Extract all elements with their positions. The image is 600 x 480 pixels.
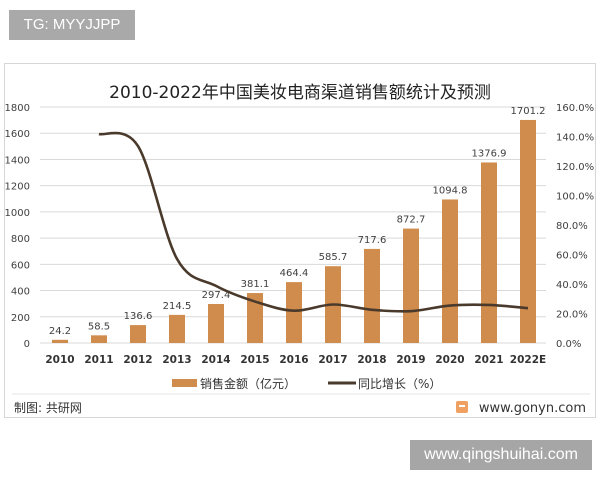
bar-value-label: 214.5 bbox=[163, 301, 192, 312]
bars bbox=[52, 119, 536, 343]
bar-value-label: 381.1 bbox=[241, 279, 270, 290]
y-right-tick-label: 80.0% bbox=[556, 221, 588, 232]
x-tick-label: 2019 bbox=[396, 354, 425, 366]
bar bbox=[247, 293, 263, 343]
bar bbox=[286, 282, 302, 343]
axes: 0 200 400 600 800 1000 1200 1400 1600 1800 0.0% 20.… bbox=[5, 103, 595, 366]
y-right-tick-label: 160.0% bbox=[556, 103, 594, 114]
x-tick-label: 2021 bbox=[474, 354, 503, 366]
legend-line-label: 同比增长（%） bbox=[358, 377, 441, 391]
x-tick-label: 2022E bbox=[510, 354, 546, 366]
x-tick-label: 2012 bbox=[123, 354, 152, 366]
bar bbox=[403, 228, 419, 343]
y-left-tick-label: 1200 bbox=[5, 182, 30, 193]
bar-value-label: 58.5 bbox=[88, 321, 110, 332]
bar-value-label: 464.4 bbox=[280, 268, 309, 279]
data-labels: 24.2 58.5 136.6 214.5 297.4 381.1 464.4 585.7 71… bbox=[49, 106, 546, 337]
bar bbox=[52, 339, 68, 343]
y-left-tick-label: 0 bbox=[24, 339, 30, 350]
x-tick-label: 2017 bbox=[318, 354, 347, 366]
footer-source: 制图: 共研网 bbox=[14, 401, 82, 415]
tag-label: TG: MYYJJPP bbox=[9, 10, 135, 40]
bar bbox=[520, 119, 536, 343]
y-left-tick-label: 600 bbox=[11, 260, 30, 271]
bar-value-label: 1701.2 bbox=[511, 106, 546, 117]
x-tick-label: 2016 bbox=[279, 354, 308, 366]
growth-line-path bbox=[98, 131, 529, 313]
y-left-tick-label: 400 bbox=[11, 287, 30, 298]
y-left-tick-label: 1400 bbox=[5, 155, 30, 166]
bar-value-label: 136.6 bbox=[124, 311, 153, 322]
bar bbox=[364, 248, 380, 343]
bar bbox=[169, 314, 185, 343]
y-left-tick-label: 1600 bbox=[5, 129, 30, 140]
y-left-tick-label: 800 bbox=[11, 234, 30, 245]
y-right-tick-label: 40.0% bbox=[556, 280, 588, 291]
gonyn-logo-icon bbox=[456, 401, 468, 413]
chart-panel bbox=[4, 63, 596, 418]
legend-bar-swatch bbox=[172, 379, 197, 387]
y-right-tick-label: 20.0% bbox=[556, 310, 588, 321]
y-right-tick-label: 120.0% bbox=[556, 162, 594, 173]
y-right-tick-label: 0.0% bbox=[556, 339, 581, 350]
x-tick-label: 2015 bbox=[240, 354, 269, 366]
growth-line bbox=[98, 131, 529, 313]
footer-site: www.gonyn.com bbox=[479, 401, 586, 416]
bar-value-label: 717.6 bbox=[358, 235, 387, 246]
bar bbox=[208, 304, 224, 343]
bar-value-label: 297.4 bbox=[202, 290, 231, 301]
legend-bar-label: 销售金额（亿元） bbox=[200, 376, 296, 391]
bar-value-label: 1094.8 bbox=[433, 185, 468, 196]
bar-value-label: 872.7 bbox=[397, 215, 426, 226]
legend: 销售金额（亿元） 同比增长（%） bbox=[172, 376, 441, 391]
x-tick-label: 2013 bbox=[162, 354, 191, 366]
bar bbox=[91, 335, 107, 343]
bar-value-label: 585.7 bbox=[319, 252, 348, 263]
bar-value-label: 24.2 bbox=[49, 326, 71, 337]
y-right-tick-label: 60.0% bbox=[556, 251, 588, 262]
y-right-tick-label: 100.0% bbox=[556, 192, 594, 203]
y-right-tick-label: 140.0% bbox=[556, 133, 594, 144]
y-left-tick-label: 1800 bbox=[5, 103, 30, 114]
x-tick-label: 2020 bbox=[435, 354, 464, 366]
chart-title: 2010-2022年中国美妆电商渠道销售额统计及预测 bbox=[109, 83, 491, 103]
y-left-tick-label: 200 bbox=[11, 313, 30, 324]
bar-value-label: 1376.9 bbox=[472, 148, 507, 159]
bar bbox=[442, 199, 458, 343]
watermark: www.qingshuihai.com bbox=[410, 440, 592, 470]
bar bbox=[481, 162, 497, 343]
x-tick-label: 2011 bbox=[84, 354, 113, 366]
x-tick-label: 2014 bbox=[201, 354, 230, 366]
bar bbox=[130, 325, 146, 343]
y-left-tick-label: 1000 bbox=[5, 208, 30, 219]
x-tick-label: 2018 bbox=[357, 354, 386, 366]
x-tick-label: 2010 bbox=[45, 354, 74, 366]
